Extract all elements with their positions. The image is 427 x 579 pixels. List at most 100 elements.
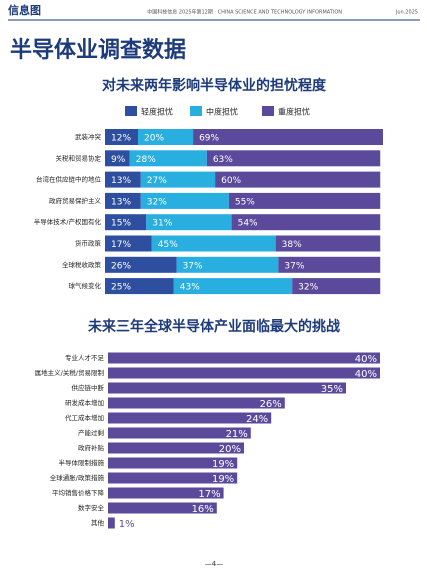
value-label: 13% [111,176,131,186]
value-label: 40% [355,369,377,380]
bar-segment [146,214,232,231]
value-label: 16% [192,504,214,515]
bar [108,367,380,379]
value-label: 27% [147,176,167,186]
value-label: 60% [221,176,241,186]
value-label: 37% [284,261,304,271]
legend-swatch [125,106,137,116]
bar [108,442,244,454]
bar-segment [129,150,207,167]
category-label: 台湾在供应链中的地位 [36,175,102,184]
category-label: 关税和贸易协定 [56,153,102,162]
bar [108,397,285,409]
bar [108,502,217,514]
bar [108,412,272,424]
bar-segment [105,256,177,273]
value-label: 31% [152,219,172,229]
bar-segment [231,214,381,231]
value-label: 19% [212,459,234,470]
bar [108,487,224,499]
bar-segment [105,171,141,188]
category-label: 政府贸易保护主义 [49,196,102,205]
value-label: 13% [111,197,131,207]
category-label: 武装冲突 [75,132,102,141]
value-label: 24% [246,414,268,425]
value-label: 17% [198,489,220,500]
legend-label: 轻度担忧 [141,107,173,117]
value-label: 15% [111,219,131,229]
value-label: 54% [238,219,258,229]
category-label: 供应链中断 [72,383,105,392]
category-label: 政府补贴 [78,443,105,452]
bar-segment [278,256,381,273]
bar-segment [173,278,293,295]
value-label: 21% [226,429,248,440]
category-label: 代工成本增加 [65,413,104,422]
bar-segment [193,129,383,145]
category-label: 其他 [91,518,105,527]
legend-swatch [262,106,274,116]
bar-segment [292,278,381,295]
category-label: 研发成本增加 [65,398,104,407]
value-label: 45% [158,240,178,250]
value-label: 32% [147,197,167,207]
value-label: 26% [111,261,131,271]
journal: 中国科技信息 2025年第12期 · CHINA SCIENCE AND TEC… [147,9,342,16]
page-number: —4— [205,560,223,568]
category-label: 属地主义/关税/贸易限制 [35,368,105,377]
bar-segment [140,171,216,188]
date: Jun.2025 [395,10,418,16]
value-label: 37% [183,261,203,271]
bar-segment [105,150,130,167]
legend-label: 中度担忧 [206,107,238,117]
value-label: 32% [298,283,318,293]
category-label: 产能过剩 [78,428,104,437]
value-label: 19% [212,474,234,485]
category-label: 全球税收政策 [62,260,102,269]
category-label: 专业人才不足 [65,353,105,362]
bar-segment [105,214,147,231]
bar-segment [228,192,381,209]
bar-segment [105,129,139,145]
bar [108,457,238,469]
category-label: 全球通胀/政策措施 [50,473,105,482]
value-label: 20% [219,444,241,455]
value-label: 40% [355,354,377,365]
bar [108,382,346,394]
category-label: 半导体限制措施 [59,458,105,467]
category-label: 球气候变化 [69,281,102,290]
value-label: 43% [180,283,200,293]
page-title: 半导体业调查数据 [10,37,186,63]
category-label: 平均销售价格下降 [52,488,105,497]
chart-title: 对未来两年影响半导体业的担忧程度 [102,77,327,94]
value-label: 28% [136,155,156,165]
bar-segment [151,235,276,252]
bar-segment [140,192,229,209]
bar-segment [105,278,174,295]
value-label: 69% [199,134,219,144]
bar [108,352,380,364]
value-label: 38% [282,240,302,250]
value-label: 63% [213,155,233,165]
section-label: 信息图 [8,3,41,17]
value-label: 26% [260,399,282,410]
legend-label: 重度担忧 [278,107,310,117]
value-label: 20% [144,134,164,144]
bar [108,472,238,484]
value-label: 55% [235,197,255,207]
bar-segment [215,171,381,188]
bar-segment [176,256,279,273]
value-label: 25% [111,283,131,293]
value-label: 17% [111,240,131,250]
value-label: 1% [119,519,135,530]
bar-segment [206,150,381,167]
legend-swatch [190,106,202,116]
bar-segment [138,129,194,145]
value-label: 35% [321,384,343,395]
bar-segment [105,235,152,252]
bar-segment [275,235,381,252]
bar [108,427,251,439]
bar-segment [105,192,141,209]
value-label: 9% [111,155,126,165]
